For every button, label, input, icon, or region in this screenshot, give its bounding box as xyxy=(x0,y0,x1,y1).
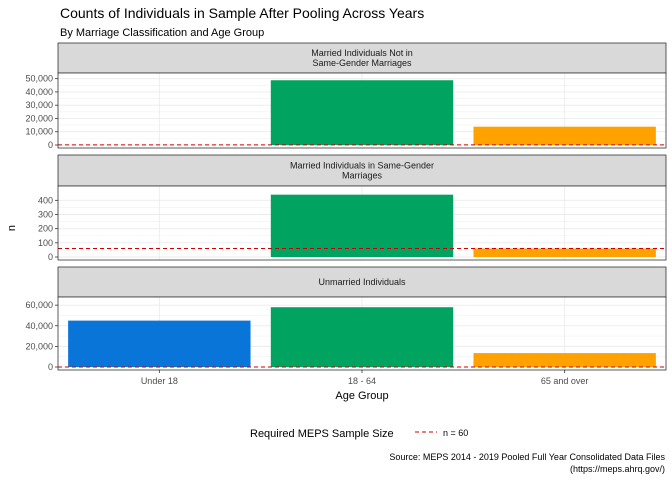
bar-1-18-64 xyxy=(270,80,454,145)
y-tick-label: 0 xyxy=(48,140,53,150)
x-tick-label: Under 18 xyxy=(141,376,178,386)
x-tick-label: 18 - 64 xyxy=(348,376,376,386)
y-tick-label: 0 xyxy=(48,362,53,372)
y-axis-title: n xyxy=(6,225,18,231)
y-tick-label: 20,000 xyxy=(25,113,53,123)
bar-3-18-64 xyxy=(270,307,454,367)
y-tick-label: 60,000 xyxy=(25,300,53,310)
x-tick-label: 65 and over xyxy=(541,376,589,386)
y-tick-label: 50,000 xyxy=(25,74,53,84)
y-tick-label: 0 xyxy=(48,252,53,262)
facet-strip-3 xyxy=(57,266,667,298)
legend-title: Required MEPS Sample Size xyxy=(250,428,394,440)
bar-1-65-and-over xyxy=(473,126,656,145)
legend: Required MEPS Sample Size n = 60 xyxy=(250,428,468,440)
facet-panel-border xyxy=(57,72,667,149)
bar-3-under-18 xyxy=(68,320,251,367)
caption-line-1: Source: MEPS 2014 - 2019 Pooled Full Yea… xyxy=(389,452,665,462)
x-axis-title: Age Group xyxy=(335,390,388,402)
y-tick-label: 300 xyxy=(38,210,53,220)
facet-strip-label-3-line-1: Unmarried Individuals xyxy=(318,277,406,287)
bar-3-65-and-over xyxy=(473,353,656,367)
facet-strip-label-1-line-1: Married Individuals Not in xyxy=(311,48,413,58)
facet-strip-2 xyxy=(57,154,667,187)
chart-subtitle: By Marriage Classification and Age Group xyxy=(60,27,264,39)
caption: Source: MEPS 2014 - 2019 Pooled Full Yea… xyxy=(389,452,665,474)
facet-panel-border xyxy=(57,185,667,261)
y-tick-label: 10,000 xyxy=(25,127,53,137)
caption-line-2: (https://meps.ahrq.gov/) xyxy=(570,464,665,474)
y-tick-label: 40,000 xyxy=(25,321,53,331)
y-tick-label: 20,000 xyxy=(25,341,53,351)
bar-2-18-64 xyxy=(270,194,454,257)
y-tick-label: 400 xyxy=(38,195,53,205)
legend-item-label: n = 60 xyxy=(443,428,468,438)
y-tick-label: 200 xyxy=(38,224,53,234)
facet-strip-label-2-line-2: Marriages xyxy=(342,171,383,181)
chart-title: Counts of Individuals in Sample After Po… xyxy=(60,5,424,21)
y-tick-label: 30,000 xyxy=(25,100,53,110)
y-tick-label: 100 xyxy=(38,238,53,248)
facet-strip-1 xyxy=(57,42,667,74)
facet-strip-label-2-line-1: Married Individuals in Same-Gender xyxy=(290,161,434,171)
y-tick-label: 40,000 xyxy=(25,87,53,97)
facet-strip-label-1-line-2: Same-Gender Marriages xyxy=(312,58,412,68)
bar-2-65-and-over xyxy=(473,248,656,257)
